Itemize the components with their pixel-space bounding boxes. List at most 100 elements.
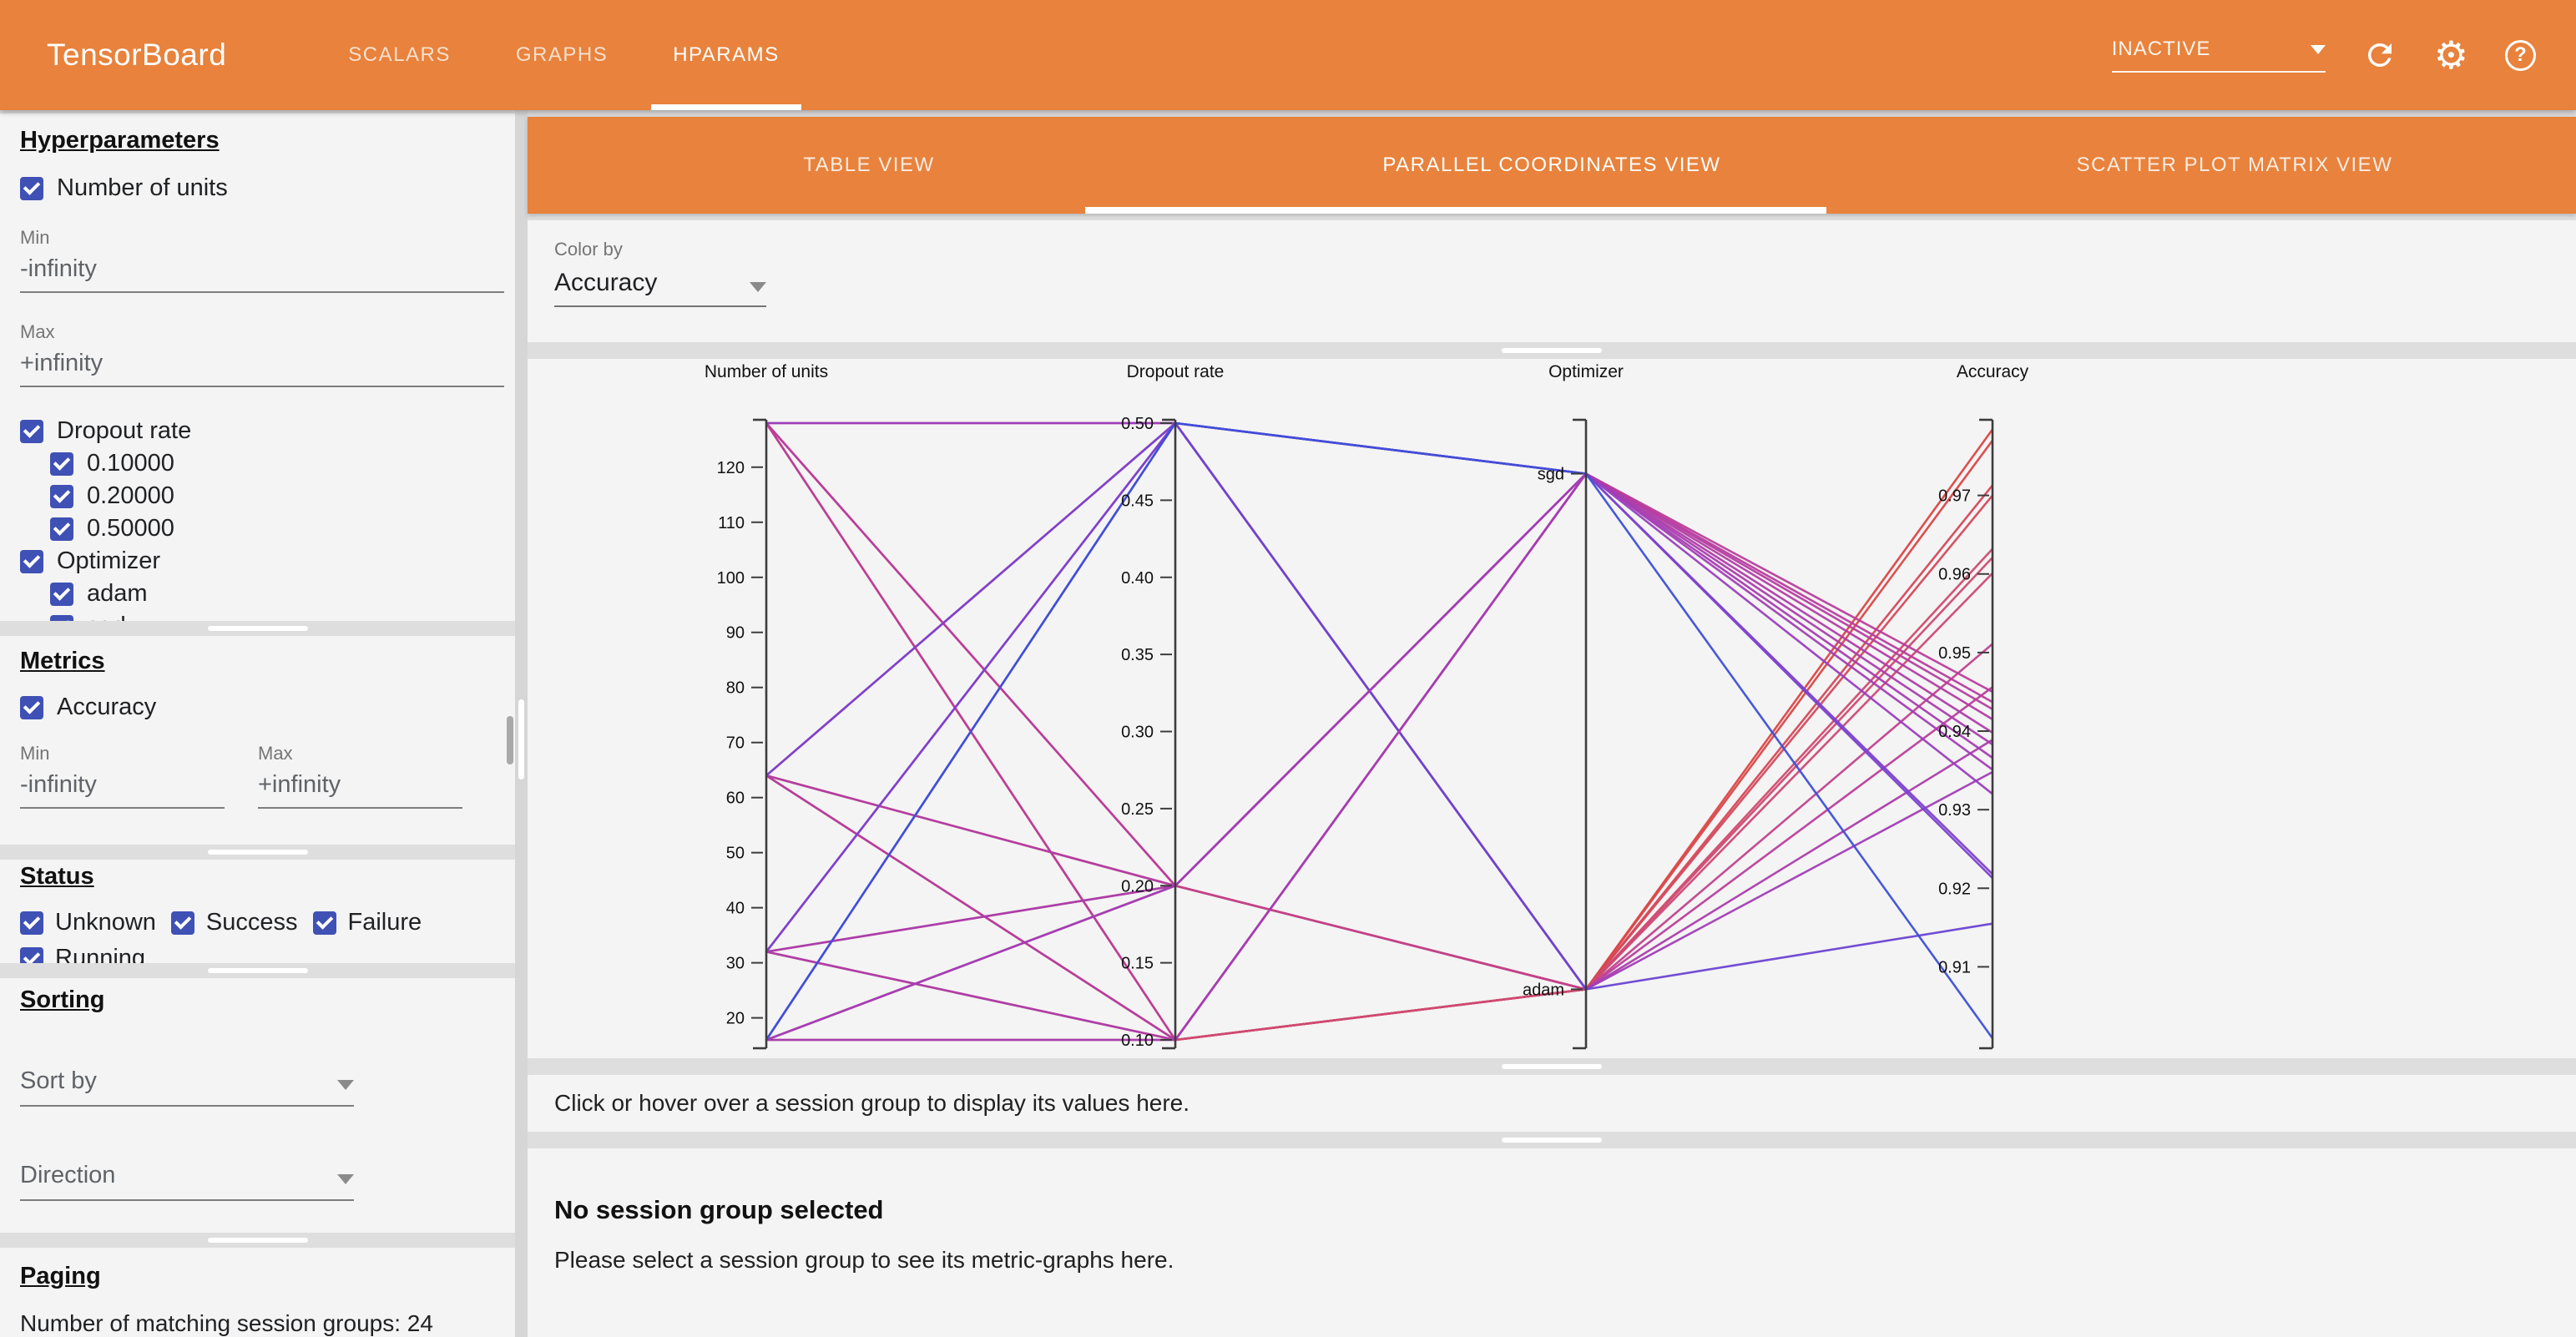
section-divider xyxy=(0,963,515,978)
status-unknown[interactable]: Unknown xyxy=(20,909,156,936)
session-line[interactable] xyxy=(765,421,1994,1041)
checkbox-status-success[interactable] xyxy=(170,911,194,935)
tab-hparams[interactable]: HPARAMS xyxy=(650,0,801,110)
direction-dropdown[interactable]: Direction xyxy=(20,1162,354,1201)
tick-label: 70 xyxy=(726,734,745,753)
session-line[interactable] xyxy=(765,422,1994,1042)
panel-resize-handle[interactable] xyxy=(207,1238,308,1243)
session-line[interactable] xyxy=(765,422,1993,888)
checkbox-accuracy[interactable] xyxy=(20,695,43,719)
run-selector-dropdown[interactable]: INACTIVE xyxy=(2111,38,2326,73)
tick-label: 40 xyxy=(726,900,745,918)
hparam-label: Dropout rate xyxy=(57,417,192,444)
tab-graphs[interactable]: GRAPHS xyxy=(508,0,616,110)
tab-graphs-label: GRAPHS xyxy=(515,43,609,66)
active-tab-underline xyxy=(650,104,801,110)
sort-by-dropdown[interactable]: Sort by xyxy=(20,1067,354,1107)
checkbox-dropout-rate[interactable] xyxy=(20,419,43,443)
checkbox-status-running[interactable] xyxy=(20,946,43,963)
checkbox-optimizer[interactable] xyxy=(20,549,43,573)
option-label: 0.10000 xyxy=(87,450,174,477)
session-values-panel: Click or hover over a session group to d… xyxy=(528,1075,2576,1132)
session-line[interactable] xyxy=(765,472,1993,1042)
tick-label: 80 xyxy=(726,679,745,698)
checkbox-status-failure[interactable] xyxy=(312,911,336,935)
session-line[interactable] xyxy=(765,494,1994,991)
panel-resize-handle[interactable] xyxy=(1502,1138,1602,1143)
settings-icon[interactable]: ⚙ xyxy=(2434,36,2468,74)
dropout-option[interactable]: 0.50000 xyxy=(50,515,498,542)
hparam-optimizer[interactable]: Optimizer xyxy=(20,547,498,575)
sidebar-gutter xyxy=(515,110,528,1337)
hparam-dropout-rate[interactable]: Dropout rate xyxy=(20,417,498,445)
panel-resize-handle[interactable] xyxy=(1502,1064,1602,1069)
checkbox-dropout-0.1[interactable] xyxy=(50,452,73,476)
refresh-icon-glyph xyxy=(2367,43,2392,67)
tick-label: 60 xyxy=(726,790,745,808)
status-success[interactable]: Success xyxy=(170,909,298,936)
help-icon[interactable]: ? xyxy=(2505,39,2536,71)
panel-resize-handle[interactable] xyxy=(207,968,308,973)
tab-parallel-coordinates-view[interactable]: PARALLEL COORDINATES VIEW xyxy=(1210,117,1893,214)
dropout-option[interactable]: 0.10000 xyxy=(50,450,498,477)
empty-state-title: No session group selected xyxy=(554,1195,884,1224)
section-divider xyxy=(0,621,515,636)
status-running[interactable]: Running xyxy=(20,945,145,963)
tick-label: 0.45 xyxy=(1121,492,1154,510)
tick-label: 110 xyxy=(718,514,745,532)
color-by-value: Accuracy xyxy=(554,269,658,296)
session-line[interactable] xyxy=(765,439,1994,1042)
tab-scatter-plot-matrix-view[interactable]: SCATTER PLOT MATRIX VIEW xyxy=(1893,117,2576,214)
paging-section: Paging Number of matching session groups… xyxy=(0,1248,515,1337)
panel-resize-handle[interactable] xyxy=(207,850,308,855)
parallel-coordinates-chart[interactable]: Number of units 20 30 40 50 60 70 80 90 100 110 120… xyxy=(528,359,2576,1058)
tick-label: 0.93 xyxy=(1938,801,1971,820)
color-by-label: Color by xyxy=(554,239,623,260)
optimizer-option[interactable]: adam xyxy=(50,580,498,608)
max-input[interactable]: +infinity xyxy=(20,350,504,387)
checkbox-status-unknown[interactable] xyxy=(20,911,43,935)
color-by-panel: Color by Accuracy xyxy=(528,220,2576,342)
tab-table-view[interactable]: TABLE VIEW xyxy=(528,117,1210,214)
session-line[interactable] xyxy=(766,472,1993,1042)
metric-min-input[interactable]: -infinity xyxy=(20,771,225,809)
status-label: Running xyxy=(55,945,146,963)
paging-heading: Paging xyxy=(20,1263,101,1289)
tab-scalars-label: SCALARS xyxy=(348,43,451,66)
matching-groups-count: Number of matching session groups: 24 xyxy=(20,1310,433,1336)
min-input[interactable]: -infinity xyxy=(20,255,504,293)
session-line[interactable] xyxy=(765,421,1993,1041)
panel-resize-handle[interactable] xyxy=(207,626,308,631)
option-label: 0.50000 xyxy=(87,515,174,542)
tab-scalars[interactable]: SCALARS xyxy=(340,0,459,110)
panel-resize-handle[interactable] xyxy=(1502,348,1602,353)
checkbox-dropout-0.2[interactable] xyxy=(50,484,73,508)
refresh-icon[interactable] xyxy=(2362,38,2397,73)
checkbox-number-of-units[interactable] xyxy=(20,176,43,200)
sort-by-label: Sort by xyxy=(20,1067,97,1094)
metric-accuracy[interactable]: Accuracy xyxy=(20,694,498,721)
metric-max-input[interactable]: +infinity xyxy=(258,771,462,809)
option-label: 0.20000 xyxy=(87,482,174,509)
chevron-down-icon xyxy=(337,1174,354,1184)
checkbox-optimizer-adam[interactable] xyxy=(50,582,73,606)
tick-label: 0.25 xyxy=(1121,800,1154,819)
tick-label: 0.20 xyxy=(1121,877,1154,896)
color-by-dropdown[interactable]: Accuracy xyxy=(554,269,766,307)
hparam-number-of-units[interactable]: Number of units xyxy=(20,174,498,202)
sidebar-scrollbar[interactable] xyxy=(507,716,513,764)
checkbox-dropout-0.5[interactable] xyxy=(50,517,73,541)
app-header: TensorBoard SCALARS GRAPHS HPARAMS INACT… xyxy=(0,0,2576,110)
tick-label: 0.50 xyxy=(1121,415,1154,433)
dropout-option[interactable]: 0.20000 xyxy=(50,482,498,510)
metrics-heading: Metrics xyxy=(20,648,105,674)
checkbox-optimizer-sgd[interactable] xyxy=(50,614,73,621)
view-tabs: TABLE VIEW PARALLEL COORDINATES VIEW SCA… xyxy=(528,117,2576,214)
status-failure[interactable]: Failure xyxy=(312,909,422,936)
session-line[interactable] xyxy=(765,422,1993,1042)
metric-graphs-panel: No session group selected Please select … xyxy=(528,1148,2576,1337)
optimizer-option[interactable]: sgd xyxy=(50,613,498,621)
sidebar-resize-handle[interactable] xyxy=(518,699,524,779)
tick-label: sgd xyxy=(1538,466,1564,484)
tick-label: 0.40 xyxy=(1121,569,1154,588)
